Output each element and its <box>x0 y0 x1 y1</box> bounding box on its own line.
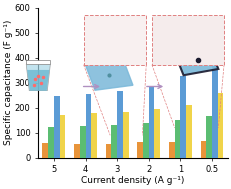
Bar <box>42 143 48 158</box>
Bar <box>54 97 59 158</box>
Bar <box>143 123 148 158</box>
Polygon shape <box>85 60 132 90</box>
FancyBboxPatch shape <box>26 60 50 64</box>
Bar <box>59 115 65 158</box>
Bar <box>200 141 205 158</box>
Bar <box>111 125 117 158</box>
FancyBboxPatch shape <box>83 15 146 65</box>
Bar <box>74 143 79 158</box>
Bar <box>105 144 111 158</box>
Bar <box>122 112 128 158</box>
Bar <box>180 77 185 158</box>
Bar <box>85 94 91 158</box>
Bar <box>91 113 97 158</box>
Bar <box>137 142 143 158</box>
Bar <box>148 86 154 158</box>
Bar <box>205 116 211 158</box>
Polygon shape <box>26 62 50 91</box>
Bar <box>48 127 54 158</box>
Bar <box>168 142 174 158</box>
Polygon shape <box>27 70 49 91</box>
FancyBboxPatch shape <box>151 15 223 65</box>
Polygon shape <box>173 45 217 75</box>
Bar <box>174 120 180 158</box>
Bar <box>117 91 122 158</box>
Y-axis label: Specific capacitance (F g⁻¹): Specific capacitance (F g⁻¹) <box>4 20 13 145</box>
Bar <box>185 105 191 158</box>
Bar <box>154 109 159 158</box>
Bar <box>79 126 85 158</box>
Bar <box>211 58 217 158</box>
Bar <box>217 93 222 158</box>
X-axis label: Current density (A g⁻¹): Current density (A g⁻¹) <box>81 176 184 185</box>
